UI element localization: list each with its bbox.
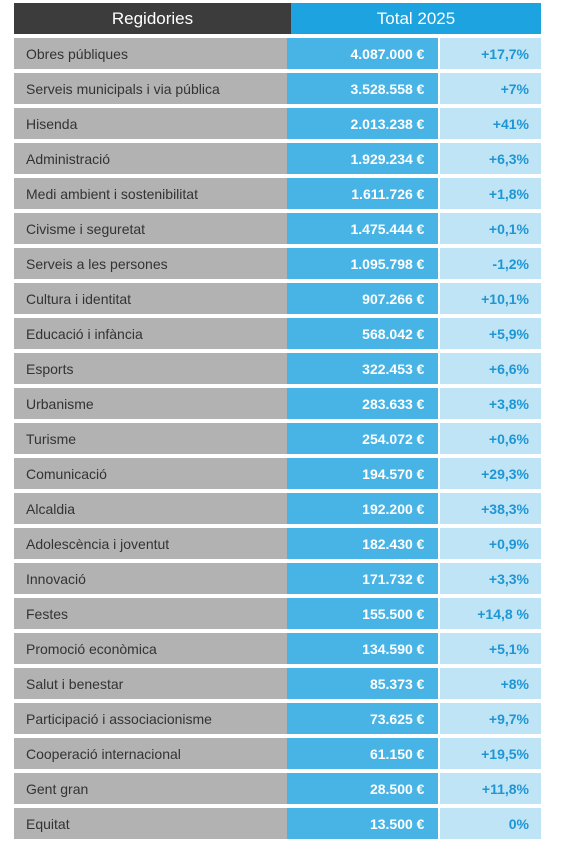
row-name: Urbanisme — [14, 388, 287, 419]
table-row: Hisenda 2.013.238 € +41% — [14, 108, 541, 139]
row-name: Serveis a les persones — [14, 248, 287, 279]
row-amount: 85.373 € — [286, 668, 439, 699]
row-change: +1,8% — [440, 178, 541, 209]
table-row: Comunicació 194.570 € +29,3% — [14, 458, 541, 489]
row-amount: 283.633 € — [286, 388, 439, 419]
row-name: Civisme i seguretat — [14, 213, 287, 244]
table-row: Innovació 171.732 € +3,3% — [14, 563, 541, 594]
row-name: Participació i associacionisme — [14, 703, 287, 734]
row-amount: 907.266 € — [286, 283, 439, 314]
table-row: Alcaldia 192.200 € +38,3% — [14, 493, 541, 524]
row-name: Serveis municipals i via pública — [14, 73, 287, 104]
table-row: Serveis a les persones 1.095.798 € -1,2% — [14, 248, 541, 279]
row-amount: 13.500 € — [286, 808, 439, 839]
row-name: Alcaldia — [14, 493, 287, 524]
budget-table: Regidories Total 2025 Obres públiques 4.0… — [14, 3, 541, 839]
table-row: Turisme 254.072 € +0,6% — [14, 423, 541, 454]
row-amount: 1.475.444 € — [286, 213, 439, 244]
row-name: Gent gran — [14, 773, 287, 804]
row-change: +10,1% — [440, 283, 541, 314]
table-row: Cooperació internacional 61.150 € +19,5% — [14, 738, 541, 769]
table-body: Obres públiques 4.087.000 € +17,7% Serveis … — [14, 38, 541, 839]
row-change: +29,3% — [440, 458, 541, 489]
row-amount: 171.732 € — [286, 563, 439, 594]
row-change: +14,8 % — [440, 598, 541, 629]
row-amount: 194.570 € — [286, 458, 439, 489]
row-change: +9,7% — [440, 703, 541, 734]
row-amount: 568.042 € — [286, 318, 439, 349]
row-change: +0,1% — [440, 213, 541, 244]
table-row: Promoció econòmica 134.590 € +5,1% — [14, 633, 541, 664]
row-name: Adolescència i joventut — [14, 528, 287, 559]
row-change: +3,3% — [440, 563, 541, 594]
row-amount: 4.087.000 € — [286, 38, 439, 69]
row-change: -1,2% — [440, 248, 541, 279]
row-amount: 155.500 € — [286, 598, 439, 629]
row-name: Educació i infància — [14, 318, 287, 349]
row-name: Cultura i identitat — [14, 283, 287, 314]
table-row: Administració 1.929.234 € +6,3% — [14, 143, 541, 174]
table-row: Educació i infància 568.042 € +5,9% — [14, 318, 541, 349]
table-row: Urbanisme 283.633 € +3,8% — [14, 388, 541, 419]
row-amount: 192.200 € — [286, 493, 439, 524]
table-row: Esports 322.453 € +6,6% — [14, 353, 541, 384]
row-amount: 3.528.558 € — [286, 73, 439, 104]
row-name: Administració — [14, 143, 287, 174]
table-row: Festes 155.500 € +14,8 % — [14, 598, 541, 629]
row-amount: 134.590 € — [286, 633, 439, 664]
row-name: Cooperació internacional — [14, 738, 287, 769]
table-row: Equitat 13.500 €0% — [14, 808, 541, 839]
row-change: +11,8% — [440, 773, 541, 804]
row-name: Innovació — [14, 563, 287, 594]
row-change: +17,7% — [440, 38, 541, 69]
row-name: Comunicació — [14, 458, 287, 489]
row-change: +41% — [440, 108, 541, 139]
table-row: Cultura i identitat 907.266 € +10,1% — [14, 283, 541, 314]
row-amount: 61.150 € — [286, 738, 439, 769]
row-change: +19,5% — [440, 738, 541, 769]
row-amount: 182.430 € — [286, 528, 439, 559]
table-row: Salut i benestar 85.373 € +8% — [14, 668, 541, 699]
row-change: 0% — [440, 808, 541, 839]
row-amount: 254.072 € — [286, 423, 439, 454]
row-amount: 1.611.726 € — [286, 178, 439, 209]
header-total-2025: Total 2025 — [291, 3, 541, 34]
row-change: +38,3% — [440, 493, 541, 524]
row-change: +6,3% — [440, 143, 541, 174]
row-name: Medi ambient i sostenibilitat — [14, 178, 287, 209]
row-amount: 1.929.234 € — [286, 143, 439, 174]
row-change: +7% — [440, 73, 541, 104]
row-change: +5,1% — [440, 633, 541, 664]
row-amount: 28.500 € — [286, 773, 439, 804]
header-regidories: Regidories — [14, 3, 291, 34]
row-change: +5,9% — [440, 318, 541, 349]
row-name: Festes — [14, 598, 287, 629]
row-change: +0,9% — [440, 528, 541, 559]
row-amount: 2.013.238 € — [286, 108, 439, 139]
row-name: Obres públiques — [14, 38, 287, 69]
row-change: +6,6% — [440, 353, 541, 384]
row-name: Promoció econòmica — [14, 633, 287, 664]
table-row: Adolescència i joventut 182.430 € +0,9% — [14, 528, 541, 559]
table-row: Civisme i seguretat 1.475.444 € +0,1% — [14, 213, 541, 244]
row-name: Hisenda — [14, 108, 287, 139]
row-change: +8% — [440, 668, 541, 699]
row-name: Equitat — [14, 808, 287, 839]
table-row: Serveis municipals i via pública 3.528.55… — [14, 73, 541, 104]
table-row: Gent gran 28.500 € +11,8% — [14, 773, 541, 804]
table-header: Regidories Total 2025 — [14, 3, 541, 34]
table-row: Medi ambient i sostenibilitat 1.611.726 €… — [14, 178, 541, 209]
row-name: Turisme — [14, 423, 287, 454]
row-change: +3,8% — [440, 388, 541, 419]
table-row: Participació i associacionisme 73.625 € +9… — [14, 703, 541, 734]
row-name: Salut i benestar — [14, 668, 287, 699]
row-amount: 73.625 € — [286, 703, 439, 734]
table-row: Obres públiques 4.087.000 € +17,7% — [14, 38, 541, 69]
row-amount: 322.453 € — [286, 353, 439, 384]
row-name: Esports — [14, 353, 287, 384]
row-amount: 1.095.798 € — [286, 248, 439, 279]
row-change: +0,6% — [440, 423, 541, 454]
